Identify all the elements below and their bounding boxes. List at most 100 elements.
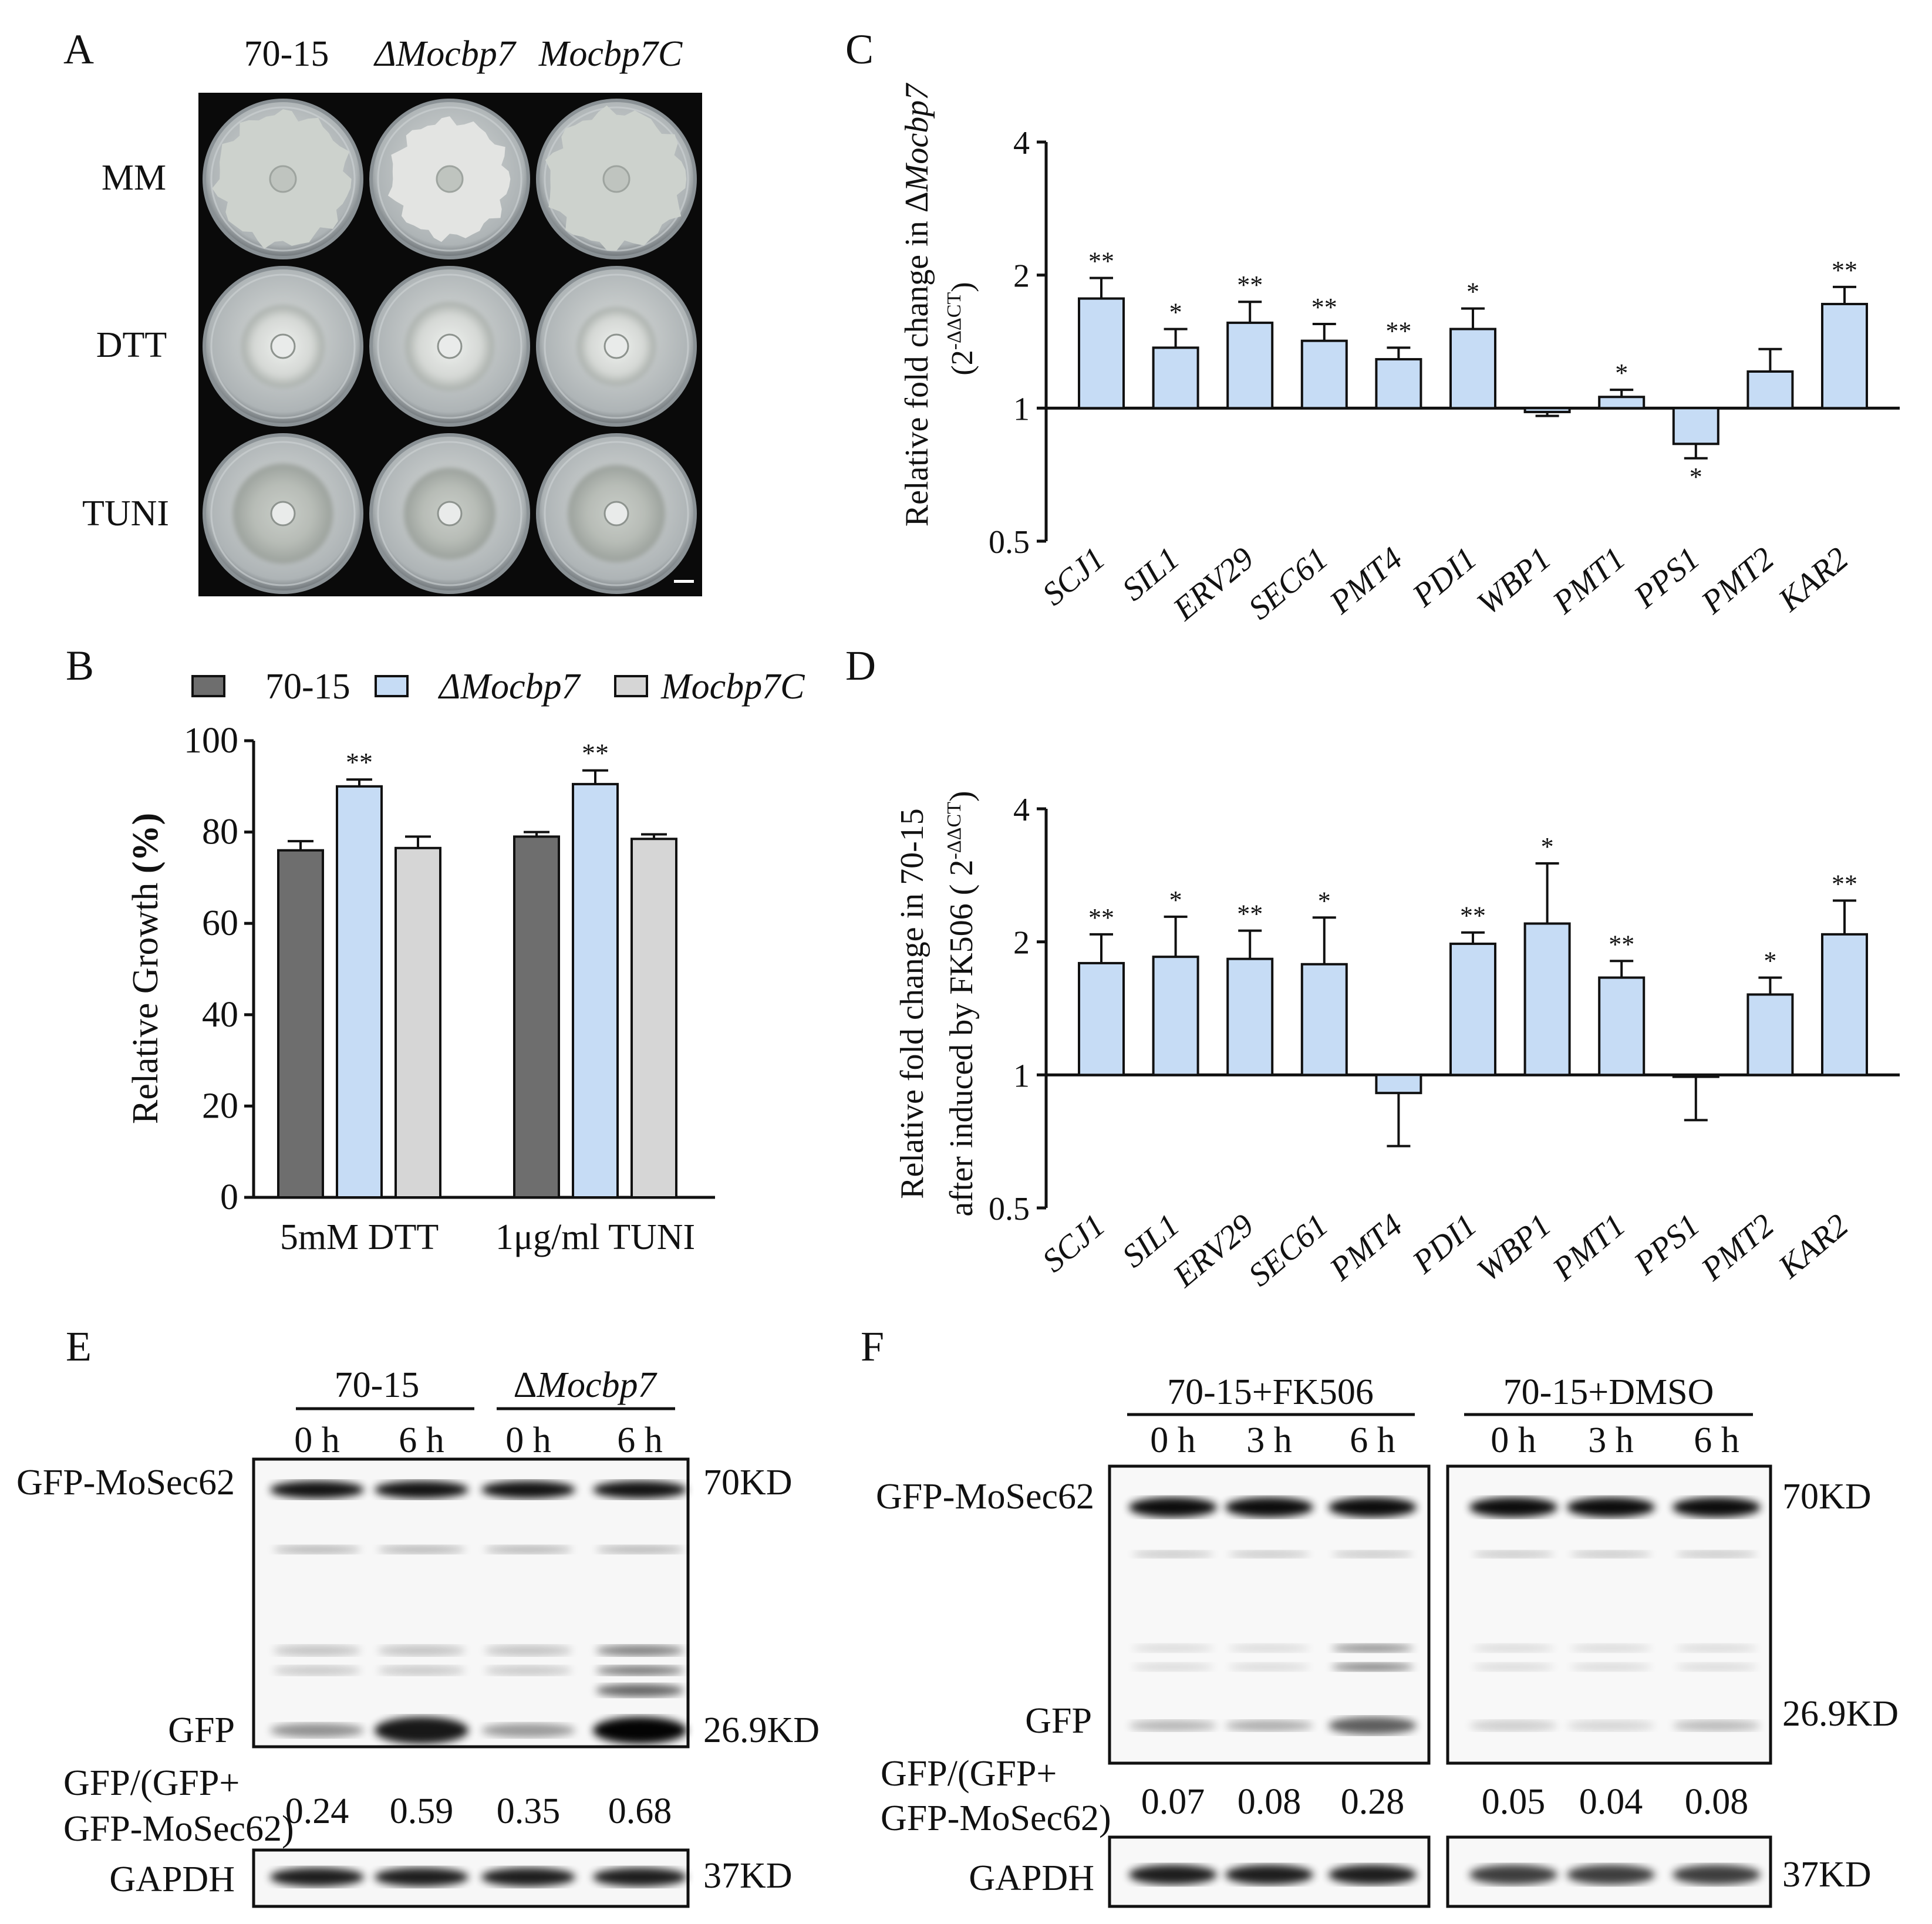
scale-bar <box>674 580 694 583</box>
gene-label: PMT1 <box>1546 540 1633 621</box>
panel-letter-d: D <box>845 642 876 689</box>
gfp-band <box>593 1717 687 1744</box>
x-category-label: 1μg/ml TUNI <box>495 1217 695 1257</box>
gfp-mosec62-band <box>1567 1497 1655 1517</box>
petri-dish-rim <box>210 441 356 586</box>
degradation-band <box>1472 1663 1555 1671</box>
gene-label: PMT4 <box>1323 1207 1410 1288</box>
ratio-value: 0.04 <box>1579 1782 1643 1822</box>
bar <box>1821 933 1868 1076</box>
ratio-label: GFP/(GFP+ <box>63 1763 240 1803</box>
bar <box>1449 328 1496 410</box>
plate-column-label: ΔMocbp7 <box>373 34 517 74</box>
plate-column-label: 70-15 <box>244 34 329 74</box>
ratio-value: 0.08 <box>1238 1782 1302 1822</box>
band-label: GAPDH <box>109 1859 235 1899</box>
significance-marker: ** <box>1609 930 1634 958</box>
nonspecific-band <box>484 1545 572 1554</box>
y-tick-label: 4 <box>1013 792 1030 828</box>
lane-time-label: 6 h <box>1350 1420 1395 1460</box>
degradation-band <box>596 1666 684 1675</box>
gfp-band <box>1673 1720 1761 1731</box>
degradation-band <box>1228 1663 1310 1671</box>
gene-label: PPS1 <box>1627 1207 1707 1282</box>
gfp-mosec62-band <box>1329 1497 1417 1517</box>
bar <box>1078 961 1125 1076</box>
gene-label: PDI1 <box>1405 540 1484 614</box>
petri-dish-rim <box>544 274 689 419</box>
significance-marker: * <box>1466 278 1479 306</box>
degradation-band <box>596 1645 684 1656</box>
nonspecific-band <box>1132 1551 1214 1558</box>
nonspecific-band <box>596 1545 684 1554</box>
ratio-label: GFP/(GFP+ <box>881 1754 1057 1794</box>
significance-marker: ** <box>1088 247 1114 276</box>
legend-swatch <box>614 675 648 697</box>
gfp-band <box>1567 1720 1655 1731</box>
petri-dish-rim <box>377 441 522 586</box>
inoculum-plug <box>269 165 297 193</box>
petri-dish-rim <box>544 441 689 586</box>
ratio-label: GFP-MoSec62) <box>881 1798 1111 1838</box>
panel-a: A 70-15 ΔMocbp7 Mocbp7C MM DTT TUNI <box>63 26 702 596</box>
western-blot-e: 70-15 ΔMocbp7 0 h 6 h 0 h 6 h GFP-MoSec62 GFP 70… <box>16 1365 820 1908</box>
bar <box>513 835 560 1199</box>
gfp-mosec62-band <box>270 1481 364 1498</box>
bar <box>1375 1074 1422 1095</box>
gapdh-band <box>593 1868 687 1886</box>
bar <box>1598 396 1646 410</box>
degradation-band <box>273 1666 361 1675</box>
y-tick-label: 20 <box>202 1086 238 1126</box>
gene-label: SEC61 <box>1242 540 1335 626</box>
bar <box>1078 297 1125 410</box>
y-tick-label: 60 <box>202 903 238 943</box>
inoculum-plug <box>437 501 463 526</box>
bar <box>395 846 441 1199</box>
y-axis-label: Relative Growth (%) <box>126 813 166 1124</box>
plate-row-label: DTT <box>96 325 167 365</box>
gfp-mosec62-band <box>1225 1497 1313 1517</box>
plate-row-label: TUNI <box>82 494 169 534</box>
degradation-band <box>273 1645 361 1656</box>
significance-marker: * <box>1615 359 1628 387</box>
lane-time-label: 0 h <box>1150 1420 1196 1460</box>
ratio-value: 0.05 <box>1482 1782 1546 1822</box>
bar <box>1746 993 1794 1076</box>
petri-dish-rim <box>210 106 356 252</box>
legend-label: Mocbp7C <box>660 667 805 707</box>
y-tick-label: 4 <box>1013 125 1030 161</box>
lane-group-label: 70-15 <box>335 1365 420 1405</box>
gfp-band <box>375 1717 468 1744</box>
bar <box>1300 963 1348 1076</box>
gene-label: ERV29 <box>1166 1207 1260 1294</box>
significance-marker: * <box>1169 298 1182 327</box>
y-tick-label: 40 <box>202 995 238 1035</box>
gapdh-band <box>1673 1865 1761 1885</box>
nonspecific-band <box>1472 1551 1555 1558</box>
degradation-band <box>1331 1644 1414 1652</box>
degradation-band <box>484 1645 572 1656</box>
ratio-value: 0.59 <box>390 1791 454 1831</box>
significance-marker: ** <box>582 738 609 768</box>
significance-marker: ** <box>1832 869 1857 898</box>
plate-row-label: MM <box>102 158 166 198</box>
bar <box>1300 339 1348 410</box>
degradation-band <box>1675 1663 1758 1671</box>
degradation-band <box>1132 1644 1214 1652</box>
gene-label: WBP1 <box>1471 540 1558 622</box>
bar <box>1152 956 1199 1076</box>
bar <box>1523 407 1571 413</box>
bar <box>336 785 383 1199</box>
gene-label: WBP1 <box>1471 1207 1558 1288</box>
y-tick-label: 2 <box>1013 925 1030 961</box>
gene-label: PDI1 <box>1405 1207 1484 1281</box>
y-tick-label: 2 <box>1013 258 1030 295</box>
y-tick-label: 1 <box>1013 391 1030 427</box>
gene-label: SEC61 <box>1242 1207 1335 1293</box>
bar <box>572 782 619 1199</box>
molecular-weight-marker: 37KD <box>1782 1855 1872 1895</box>
degradation-band <box>1675 1644 1758 1652</box>
significance-marker: ** <box>346 747 373 777</box>
gapdh-band <box>270 1868 364 1886</box>
lane-time-label: 0 h <box>294 1420 340 1460</box>
